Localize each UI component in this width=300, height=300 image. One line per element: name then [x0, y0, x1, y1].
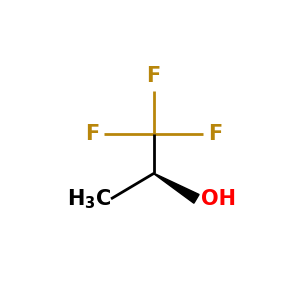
Text: F: F — [85, 124, 99, 144]
Text: F: F — [147, 66, 161, 86]
Text: F: F — [208, 124, 223, 144]
Polygon shape — [154, 173, 199, 203]
Text: $\mathregular{H_3C}$: $\mathregular{H_3C}$ — [67, 187, 111, 211]
Text: OH: OH — [201, 189, 236, 209]
